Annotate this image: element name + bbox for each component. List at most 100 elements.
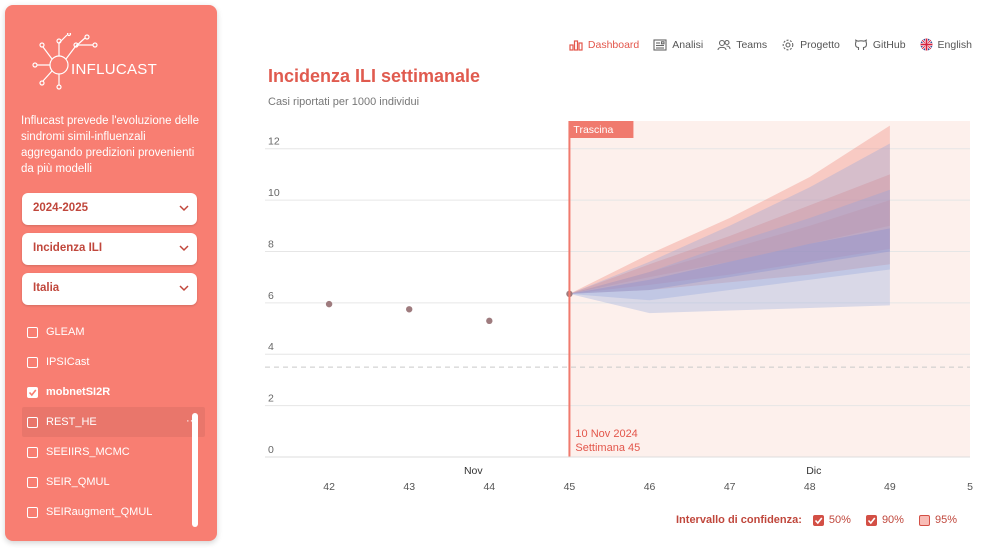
model-checkbox[interactable] — [27, 416, 38, 428]
nav-label: Progetto — [800, 38, 840, 51]
x-tick-label: 44 — [483, 481, 495, 493]
network-logo-icon — [32, 33, 98, 90]
model-checkbox[interactable] — [27, 386, 38, 398]
y-tick-label: 6 — [268, 290, 274, 302]
x-tick-label: 47 — [724, 481, 736, 493]
nav-label: Analisi — [672, 38, 704, 51]
nav-analisi[interactable]: Analisi — [653, 38, 703, 51]
y-tick-label: 4 — [268, 341, 274, 353]
season-select[interactable]: 2024-2025 — [22, 193, 197, 225]
model-list: GLEAM IPSICast mobnetSI2R REST_HE ··· SE… — [22, 317, 205, 527]
model-checkbox[interactable] — [27, 476, 38, 488]
people-icon — [717, 39, 731, 50]
model-list-scrollbar[interactable] — [192, 413, 198, 527]
confidence-band-blue-95 — [569, 143, 890, 314]
model-item-seiraugment-qmul[interactable]: SEIRaugment_QMUL — [22, 497, 205, 527]
legend-item-label: 90% — [881, 514, 904, 526]
x-tick-label: 49 — [884, 481, 896, 493]
app-description: Influcast prevede l'evoluzione delle sin… — [21, 115, 200, 175]
chevron-down-icon — [179, 285, 189, 292]
x-tick-label: 5 — [967, 481, 973, 493]
check-icon — [28, 389, 37, 396]
legend-checkbox[interactable] — [918, 514, 930, 526]
drag-handle — [569, 121, 634, 138]
nav-language[interactable]: English — [920, 38, 972, 51]
model-checkbox[interactable] — [27, 506, 38, 518]
newspaper-icon — [653, 38, 667, 51]
x-tick-label: 45 — [564, 481, 576, 493]
y-tick-label: 12 — [268, 136, 280, 148]
model-checkbox[interactable] — [27, 326, 38, 338]
x-tick-label: 48 — [804, 481, 816, 493]
nav-teams[interactable]: Teams — [717, 38, 767, 51]
model-label: SEEIIRS_MCMC — [46, 446, 130, 458]
model-item-seir-qmul[interactable]: SEIR_QMUL — [22, 467, 205, 497]
nav-progetto[interactable]: Progetto — [781, 38, 840, 51]
legend-item-label: 50% — [828, 514, 851, 526]
top-nav: Dashboard Analisi Teams Progetto GitHub … — [569, 38, 972, 51]
region-select-value: Italia — [33, 282, 60, 294]
model-checkbox[interactable] — [27, 446, 38, 458]
model-label: mobnetSI2R — [46, 386, 111, 398]
season-select-value: 2024-2025 — [33, 202, 88, 214]
gear-icon — [782, 39, 794, 50]
model-item-mobnetsi2r[interactable]: mobnetSI2R — [22, 377, 205, 407]
model-label: SEIR_QMUL — [46, 476, 110, 488]
github-icon — [854, 38, 867, 50]
nav-label: English — [937, 38, 972, 51]
drag-handle-label: Trascina — [573, 124, 613, 136]
confidence-band-red-95 — [569, 125, 890, 294]
x-tick-label: 42 — [323, 481, 335, 493]
confidence-band-red-90 — [569, 174, 890, 294]
confidence-band-blue-50 — [569, 228, 890, 294]
app-name: INFLUCAST — [71, 61, 158, 78]
y-tick-label: 0 — [268, 444, 274, 456]
x-tick-label: 46 — [644, 481, 656, 493]
chevron-down-icon — [179, 245, 189, 252]
legend-item-95[interactable]: 95% — [918, 514, 957, 526]
model-item-gleam[interactable]: GLEAM — [22, 317, 205, 347]
model-label: GLEAM — [46, 326, 85, 338]
legend-label: Intervallo di confidenza: — [676, 514, 802, 526]
forecast-region — [569, 121, 970, 457]
model-item-rest-he[interactable]: REST_HE ··· — [22, 407, 205, 437]
sidebar: INFLUCAST Influcast prevede l'evoluzione… — [5, 5, 217, 541]
model-label: SEIRaugment_QMUL — [46, 506, 153, 518]
logo: INFLUCAST — [29, 33, 189, 93]
chevron-down-icon — [179, 205, 189, 212]
observed-point — [325, 300, 333, 308]
y-tick-label: 2 — [268, 393, 274, 405]
check-icon — [814, 517, 823, 524]
nav-label: Teams — [736, 38, 768, 51]
indicator-select-value: Incidenza ILI — [33, 242, 103, 254]
nav-dashboard[interactable]: Dashboard — [569, 38, 639, 51]
legend-item-50[interactable]: 50% — [812, 514, 851, 526]
page-subtitle: Casi riportati per 1000 individui — [268, 96, 420, 108]
nav-label: Dashboard — [587, 38, 640, 51]
model-checkbox[interactable] — [27, 356, 38, 368]
legend-item-label: 95% — [934, 514, 957, 526]
observed-point — [406, 306, 413, 313]
model-item-ipsicast[interactable]: IPSICast — [22, 347, 205, 377]
drag-date-label: 10 Nov 2024 — [575, 428, 637, 440]
y-tick-label: 10 — [268, 187, 280, 199]
indicator-select[interactable]: Incidenza ILI — [22, 233, 197, 265]
legend-item-90[interactable]: 90% — [865, 514, 904, 526]
legend-checkbox[interactable] — [865, 514, 877, 526]
more-options-icon[interactable]: ··· — [186, 415, 197, 427]
y-tick-label: 8 — [268, 238, 274, 250]
observed-point — [486, 317, 493, 325]
nav-label: GitHub — [872, 38, 906, 51]
nav-github[interactable]: GitHub — [854, 38, 906, 51]
model-label: REST_HE — [46, 416, 97, 428]
confidence-band-blue-90 — [569, 189, 890, 301]
model-label: IPSICast — [46, 356, 90, 368]
confidence-legend: Intervallo di confidenza: 50% 90% 95% — [676, 514, 965, 526]
region-select[interactable]: Italia — [22, 273, 197, 305]
check-icon — [867, 517, 876, 524]
uk-flag-icon — [920, 38, 933, 51]
legend-checkbox[interactable] — [812, 514, 824, 526]
model-item-seeiirs-mcmc[interactable]: SEEIIRS_MCMC — [22, 437, 205, 467]
month-label: Dic — [806, 465, 821, 477]
